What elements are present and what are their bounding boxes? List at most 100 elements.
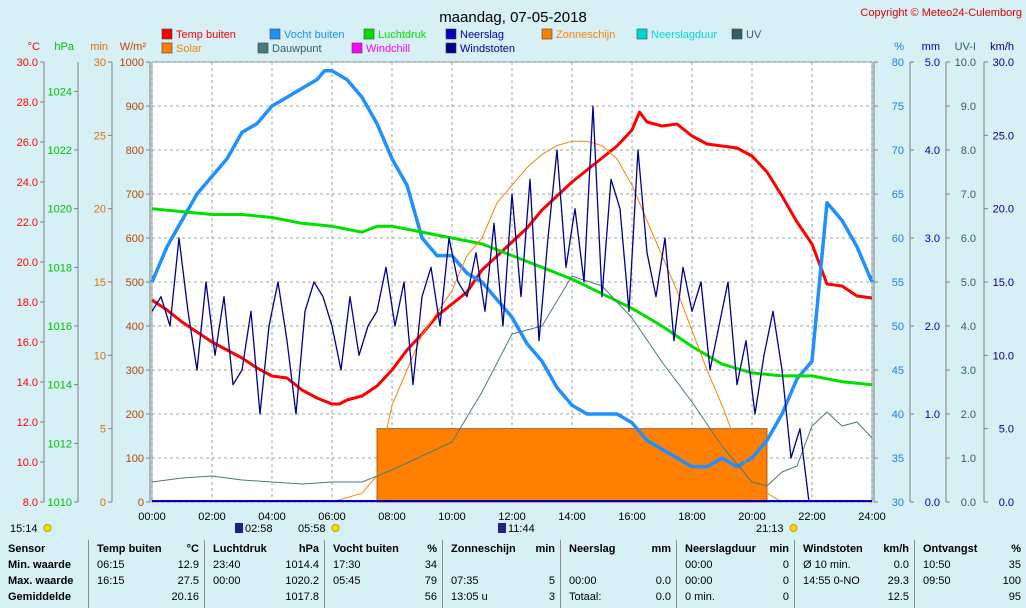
x-tick-label: 16:00 — [618, 511, 646, 523]
column-title: Neerslag — [569, 543, 616, 555]
left-axis-tick-label: 1014 — [48, 380, 72, 392]
right-axis-tick-label: 3.0 — [961, 365, 976, 377]
cell-time: 10:50 — [923, 559, 951, 571]
x-tick-label: 24:00 — [858, 511, 886, 523]
cell-value: 56 — [424, 591, 437, 603]
x-tick-label: 14:00 — [558, 511, 586, 523]
right-axis-tick-label: 2.0 — [961, 409, 976, 421]
right-axis-unit: km/h — [990, 41, 1014, 53]
cell-value: 95 — [1008, 591, 1021, 603]
left-axis-tick-label: 200 — [126, 409, 144, 421]
table-column: Ontvangst% 10:50 35 09:50 100 95 — [914, 540, 1026, 608]
left-axis-tick-label: 30.0 — [17, 57, 38, 69]
column-unit: °C — [186, 543, 199, 555]
right-axis-tick-label: 3.0 — [925, 233, 940, 245]
left-axis-tick-label: 0 — [138, 497, 144, 509]
right-axis-tick-label: 9.0 — [961, 101, 976, 113]
right-axis-tick-label: 10.0 — [955, 57, 976, 69]
legend-swatch — [161, 42, 173, 54]
cell-value: 0 — [782, 591, 789, 603]
legend-label: Neerslag — [460, 29, 504, 41]
table-column: Zonneschijn min 07:35 5 13:05 u 3 — [442, 540, 561, 608]
sun-time-label: 05:58 — [298, 523, 326, 535]
right-axis-tick-label: 60 — [892, 233, 904, 245]
moon-time-label: 11:44 — [508, 523, 535, 535]
table-column: Windstoten km/h Ø 10 min. 0.0 14:55 0-NO 29.3… — [794, 540, 915, 608]
cell-value: 0.0 — [655, 575, 671, 587]
legend-swatch — [257, 42, 269, 54]
column-title: Zonneschijn — [451, 543, 516, 555]
cell-time: 16:15 — [97, 575, 125, 587]
right-axis-tick-label: 4.0 — [961, 321, 976, 333]
column-title: Sensor — [8, 543, 46, 555]
left-axis-tick-label: 14.0 — [17, 377, 38, 389]
left-axis-unit: min — [90, 41, 108, 53]
moon-icon — [235, 523, 243, 533]
left-axis-tick-label: 1010 — [48, 497, 72, 509]
x-tick-label: 12:00 — [498, 511, 526, 523]
right-axis-tick-label: 5.0 — [925, 57, 940, 69]
left-axis-tick-label: 1024 — [48, 86, 72, 98]
right-axis-tick-label: 1.0 — [925, 409, 940, 421]
cell-value: 0.0 — [655, 591, 671, 603]
legend-swatch — [161, 28, 173, 40]
cell-value: 3 — [548, 591, 555, 603]
right-axis-tick-label: 5.0 — [999, 424, 1014, 436]
cell-time: 09:50 — [923, 575, 951, 587]
series-line-solar — [331, 140, 783, 503]
right-axis-tick-label: 40 — [892, 409, 904, 421]
right-axis-tick-label: 15.0 — [993, 277, 1014, 289]
right-axis-tick-label: 30.0 — [993, 57, 1014, 69]
left-axis-tick-label: 16.0 — [17, 337, 38, 349]
right-axis-tick-label: 8.0 — [961, 145, 976, 157]
series-line-luchtdruk — [151, 207, 873, 387]
cell-time: 17:30 — [333, 559, 361, 571]
column-title: Luchtdruk — [213, 543, 267, 555]
column-title: Vocht buiten — [333, 543, 399, 555]
cell-value: 79 — [424, 575, 437, 587]
left-axis-tick-label: 1012 — [48, 438, 72, 450]
legend-label: Zonneschijn — [556, 29, 615, 41]
left-axis-tick-label: 12.0 — [17, 417, 38, 429]
left-axis-tick-label: 0 — [100, 497, 106, 509]
right-axis-tick-label: 70 — [892, 145, 904, 157]
row-label: Min. waarde — [8, 559, 71, 571]
right-axis-tick-label: 5.0 — [961, 277, 976, 289]
left-axis-tick-label: 22.0 — [17, 217, 38, 229]
right-axis-tick-label: 50 — [892, 321, 904, 333]
cell-value: 0.0 — [893, 559, 909, 571]
left-axis-tick-label: 1000 — [120, 57, 144, 69]
left-axis-tick-label: 1020 — [48, 204, 72, 216]
column-unit: min — [535, 543, 555, 555]
left-axis-tick-label: 10.0 — [17, 457, 38, 469]
weather-chart: maandag, 07-05-2018 Copyright © Meteo24-C… — [10, 7, 1022, 535]
left-axis-tick-label: 600 — [126, 233, 144, 245]
left-axis-tick-label: 100 — [126, 453, 144, 465]
sun-time-label: 15:14 — [10, 523, 38, 535]
legend-swatch — [445, 42, 457, 54]
chart-title: maandag, 07-05-2018 — [439, 9, 587, 26]
legend-label: Dauwpunt — [272, 43, 322, 55]
sun-icon — [43, 524, 52, 532]
left-axis-tick-label: 1016 — [48, 321, 72, 333]
left-axis-tick-label: 300 — [126, 365, 144, 377]
right-axis-tick-label: 65 — [892, 189, 904, 201]
cell-time: 0 min. — [685, 591, 715, 603]
legend-label: Solar — [176, 43, 202, 55]
legend-swatch — [269, 28, 281, 40]
left-axis-tick-label: 28.0 — [17, 97, 38, 109]
right-axis-tick-label: 80 — [892, 57, 904, 69]
legend-label: Windstoten — [460, 43, 515, 55]
cell-value: 34 — [424, 559, 437, 571]
right-axis-unit: % — [894, 41, 904, 53]
cell-value: 1020.2 — [285, 575, 319, 587]
legend-swatch — [445, 28, 457, 40]
table-column: Temp buiten °C 06:15 12.9 16:15 27.5 20.16 — [88, 540, 205, 608]
column-title: Temp buiten — [97, 543, 162, 555]
cell-time: Totaal: — [569, 591, 602, 603]
column-title: Ontvangst — [923, 543, 978, 555]
cell-value: 20.16 — [171, 591, 199, 603]
left-axis-tick-label: 800 — [126, 145, 144, 157]
legend-label: Vocht buiten — [284, 29, 345, 41]
left-axis-tick-label: 500 — [126, 277, 144, 289]
